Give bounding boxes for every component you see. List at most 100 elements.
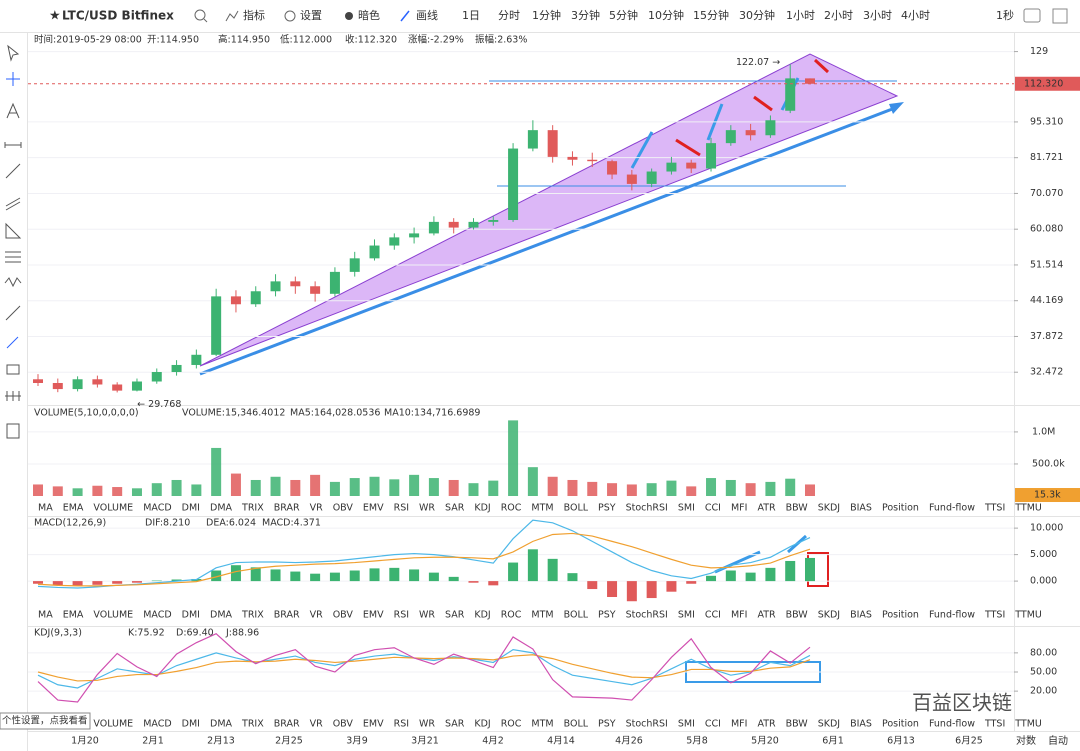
trend-tool[interactable] [5,163,21,179]
indicator-tab[interactable]: StochRSI [626,610,668,621]
indicator-tab[interactable]: SAR [445,503,465,514]
interval[interactable]: 1分钟 [532,8,561,22]
triangle-tool[interactable] [5,222,22,239]
indicator-tab[interactable]: SAR [445,719,465,730]
indicator-tab[interactable]: MTM [531,503,553,514]
indicator-tab[interactable]: ROC [501,503,522,514]
indicator-tab[interactable]: Position [882,719,919,730]
indicator-tab[interactable]: StochRSI [626,503,668,514]
indicator-tab[interactable]: BOLL [564,503,589,514]
menu-item[interactable]: 指标 [243,8,265,22]
search-icon[interactable] [194,9,206,21]
indicator-tab[interactable]: RSI [394,503,409,514]
indicator-tab[interactable]: ROC [501,719,522,730]
indicator-tab[interactable]: VR [310,610,323,621]
indicator-tab[interactable]: DMI [182,719,200,730]
indicator-tab[interactable]: SKDJ [818,503,840,514]
axis-mode[interactable]: 自动 [1048,734,1068,747]
indicator-tab[interactable]: WR [419,610,435,621]
interval[interactable]: 15分钟 [693,8,729,22]
indicator-tab[interactable]: SMI [678,503,695,514]
indicator-tab[interactable]: RSI [394,719,409,730]
interval[interactable]: 2小时 [824,9,853,22]
indicator-tab[interactable]: TTSI [984,610,1005,621]
hline-tool[interactable] [4,142,22,148]
indicator-tab[interactable]: BOLL [564,610,589,621]
ruler-tool[interactable] [5,305,21,321]
indicator-tab[interactable]: Fund-flow [929,719,975,730]
indicator-tab[interactable]: EMA [63,610,84,621]
indicator-tab[interactable]: CCI [705,503,721,514]
interval[interactable]: 1日 [462,9,480,22]
indicator-tab[interactable]: SKDJ [818,610,840,621]
crosshair-tool[interactable] [6,72,20,86]
menu-item[interactable]: 设置 [300,9,322,22]
indicator-tab[interactable]: MA [38,503,53,514]
indicator-tab[interactable]: PSY [598,610,616,621]
indicator-tab[interactable]: VOLUME [93,610,133,621]
indicator-tab[interactable]: BRAR [274,503,300,514]
indicator-tab[interactable]: SKDJ [818,719,840,730]
indicator-tab[interactable]: VOLUME [93,719,133,730]
channel-tool[interactable] [5,197,21,211]
indicator-tab[interactable]: KDJ [474,503,490,514]
indicator-tab[interactable]: TTSI [984,719,1005,730]
indicator-tab[interactable]: KDJ [474,610,490,621]
camera-icon[interactable] [1023,8,1041,23]
menu-item[interactable]: 暗色 [358,8,380,22]
indicator-tab[interactable]: TRIX [241,610,264,621]
indicator-tab[interactable]: EMV [363,719,384,730]
interval[interactable]: 3小时 [863,9,892,22]
indicator-tab[interactable]: TRIX [241,503,264,514]
text-tool[interactable] [6,102,20,119]
indicator-tab[interactable]: BBW [786,503,809,514]
indicator-tab[interactable]: Position [882,503,919,514]
interval[interactable]: 3分钟 [571,8,600,22]
interval[interactable]: 30分钟 [739,8,775,22]
indicator-tab[interactable]: VOLUME [93,503,133,514]
indicator-tab[interactable]: TTMU [1014,503,1042,514]
indicator-tab[interactable]: ATR [757,610,776,621]
indicator-tab[interactable]: Position [882,610,919,621]
indicator-tab[interactable]: VR [310,503,323,514]
indicator-tab[interactable]: BBW [786,610,809,621]
indicator-tab[interactable]: BOLL [564,719,589,730]
indicator-tab[interactable]: DMA [210,610,233,621]
indicator-tab[interactable]: WR [419,719,435,730]
indicator-tab[interactable]: SMI [678,719,695,730]
indicator-tab[interactable]: ATR [757,719,776,730]
indicator-tab[interactable]: ROC [501,610,522,621]
indicator-tab[interactable]: EMV [363,610,384,621]
indicator-tab[interactable]: OBV [333,610,354,621]
indicator-tab[interactable]: BIAS [850,719,872,730]
indicator-tab[interactable]: SAR [445,610,465,621]
delete-tool[interactable] [6,423,20,439]
indicator-tab[interactable]: OBV [333,503,354,514]
interval[interactable]: 5分钟 [609,8,638,22]
fullscreen-icon[interactable] [1052,8,1068,24]
indicator-tab[interactable]: DMI [182,503,200,514]
indicator-tab[interactable]: TRIX [241,719,264,730]
indicator-tab[interactable]: MFI [731,610,747,621]
indicator-tab[interactable]: TTSI [984,503,1005,514]
tooltip[interactable]: 个性设置，点我看看 [2,715,88,727]
indicator-tab[interactable]: BIAS [850,610,872,621]
indicator-tab[interactable]: OBV [333,719,354,730]
indicator-tab[interactable]: MTM [531,610,553,621]
indicator-tab[interactable]: ATR [757,503,776,514]
indicator-tab[interactable]: MTM [531,719,553,730]
axis-mode[interactable]: 对数 [1016,734,1036,747]
indicator-tab[interactable]: CCI [705,719,721,730]
magnet-tool[interactable] [5,391,21,401]
indicator-tab[interactable]: MACD [143,503,171,514]
indicator-tab[interactable]: WR [419,503,435,514]
indicator-tab[interactable]: BBW [786,719,809,730]
indicator-tab[interactable]: VR [310,719,323,730]
indicator-tab[interactable]: StochRSI [626,719,668,730]
fib-tool[interactable] [5,251,21,263]
indicator-tab[interactable]: CCI [705,610,721,621]
indicator-tab[interactable]: DMA [210,719,233,730]
indicator-tab[interactable]: KDJ [474,719,490,730]
indicator-tab[interactable]: Fund-flow [929,610,975,621]
indicator-tab[interactable]: SMI [678,610,695,621]
